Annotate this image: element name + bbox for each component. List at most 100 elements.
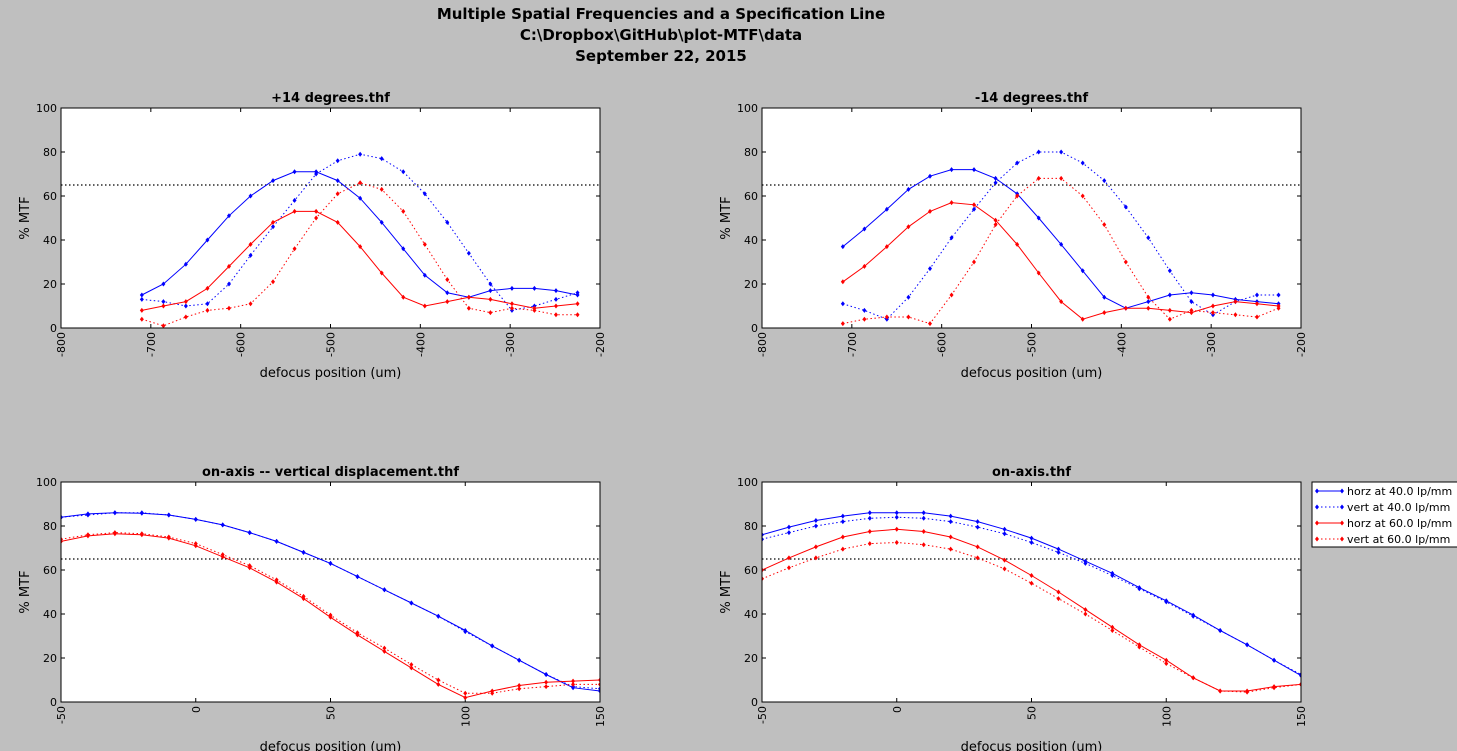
data-point <box>921 542 926 548</box>
y-tick-label: 60 <box>43 564 57 577</box>
data-point <box>1056 549 1061 555</box>
data-point <box>921 510 926 516</box>
data-point <box>1146 235 1151 241</box>
data-point <box>139 531 144 537</box>
data-point <box>85 532 90 538</box>
data-point <box>1167 316 1172 322</box>
data-point <box>921 515 926 521</box>
data-point <box>226 281 231 287</box>
data-point <box>292 197 297 203</box>
data-point <box>466 305 471 311</box>
data-point <box>248 301 253 307</box>
data-point <box>948 513 953 519</box>
y-tick-label: 0 <box>50 696 57 709</box>
data-point <box>271 219 276 225</box>
data-point <box>1167 268 1172 274</box>
data-point <box>972 206 977 212</box>
data-point <box>1002 526 1007 532</box>
data-point <box>1083 607 1088 613</box>
data-point <box>139 296 144 302</box>
data-point <box>840 534 845 540</box>
data-point <box>422 303 427 309</box>
data-point <box>183 299 188 305</box>
data-point <box>906 294 911 300</box>
data-point <box>226 213 231 219</box>
figure-title-line-3: September 22, 2015 <box>575 47 747 65</box>
data-point <box>1036 215 1041 221</box>
legend-label: vert at 60.0 lp/mm <box>1347 533 1450 546</box>
data-point <box>840 513 845 519</box>
data-point <box>161 323 166 328</box>
data-point <box>1164 657 1169 663</box>
data-point <box>401 208 406 214</box>
x-tick-label: 50 <box>1026 706 1039 720</box>
x-tick-label: -200 <box>594 332 607 357</box>
data-point <box>314 171 319 177</box>
data-point <box>786 555 791 561</box>
data-point <box>813 544 818 550</box>
data-point <box>1036 270 1041 276</box>
legend-marker <box>1315 536 1319 542</box>
data-point <box>867 529 872 534</box>
data-point <box>1189 299 1194 305</box>
data-point <box>862 316 867 322</box>
data-point <box>271 279 276 285</box>
data-point <box>1276 292 1281 298</box>
series-line-4 <box>141 182 578 327</box>
x-tick-label: -800 <box>756 332 769 357</box>
data-point <box>948 546 953 552</box>
data-point <box>466 294 471 300</box>
y-tick-label: 40 <box>744 608 758 621</box>
x-tick-label: -400 <box>1115 332 1128 357</box>
data-point <box>862 263 867 269</box>
legend-box <box>1311 481 1457 548</box>
data-point <box>575 312 580 318</box>
data-point <box>884 244 889 250</box>
legend-label: vert at 40.0 lp/mm <box>1347 501 1450 514</box>
y-axis-label: % MTF <box>18 196 33 239</box>
data-point <box>517 686 522 692</box>
data-point <box>1029 540 1034 545</box>
data-point <box>840 519 845 525</box>
data-point <box>161 299 166 305</box>
data-point <box>1110 624 1115 630</box>
data-point <box>1080 268 1085 274</box>
subplot-title: on-axis -- vertical displacement.thf <box>202 465 459 480</box>
subplot-title: +14 degrees.thf <box>271 91 390 106</box>
data-point <box>1029 580 1034 586</box>
subplot-1: +14 degrees.thf 0 20 40 60 80 100 -800 -700 -600 -… <box>18 91 607 381</box>
data-point <box>786 530 791 536</box>
data-point <box>862 226 867 232</box>
data-point <box>1137 644 1142 650</box>
data-point <box>517 683 522 688</box>
data-point <box>220 522 225 528</box>
data-point <box>292 246 297 252</box>
x-tick-label: -50 <box>55 706 68 724</box>
data-point <box>840 301 845 307</box>
data-point <box>139 510 144 516</box>
data-point <box>949 167 954 173</box>
data-point <box>1080 193 1085 199</box>
y-axis-label: % MTF <box>719 570 734 613</box>
data-point <box>1245 689 1250 695</box>
data-point <box>1002 566 1007 572</box>
data-point <box>85 512 90 518</box>
legend-marker <box>1315 520 1319 526</box>
data-point <box>1102 294 1107 300</box>
data-point <box>358 180 363 186</box>
x-tick-label: -700 <box>846 332 859 357</box>
data-point <box>1110 573 1115 578</box>
data-point <box>509 285 514 291</box>
data-point <box>422 272 427 278</box>
data-point <box>166 512 171 518</box>
data-point <box>927 208 932 214</box>
data-point <box>445 299 450 305</box>
y-axis-label: % MTF <box>719 196 734 239</box>
data-point <box>553 288 558 294</box>
data-point <box>490 643 495 649</box>
data-point <box>532 307 537 313</box>
series-line-2 <box>762 516 1301 675</box>
data-point <box>1110 628 1115 633</box>
